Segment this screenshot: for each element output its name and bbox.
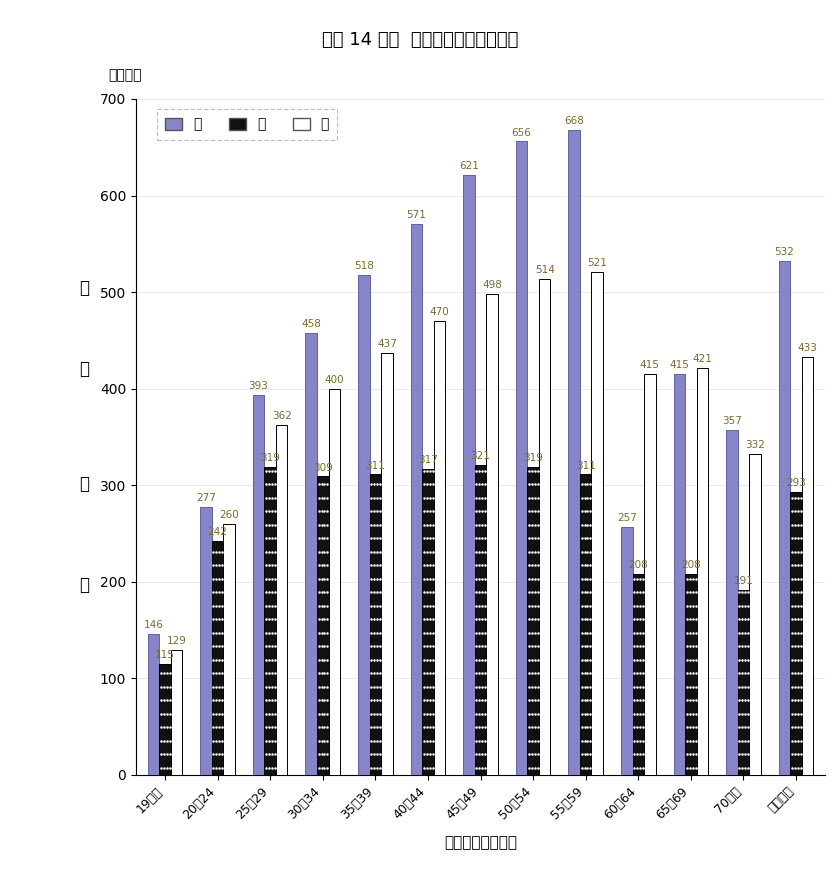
Legend: 男, 女, 計: 男, 女, 計 (157, 109, 338, 140)
Text: 656: 656 (512, 127, 532, 138)
Bar (159, 664, 171, 774)
Text: 433: 433 (798, 343, 817, 353)
Bar (738, 591, 749, 774)
Bar (370, 474, 381, 774)
Text: 平: 平 (79, 279, 89, 298)
Text: 293: 293 (786, 478, 806, 488)
Bar (306, 333, 317, 774)
Bar (358, 275, 370, 774)
Text: 415: 415 (669, 360, 690, 370)
Bar (486, 294, 498, 774)
Text: 362: 362 (272, 411, 291, 421)
Bar (148, 634, 159, 774)
Text: 621: 621 (459, 162, 479, 171)
Text: 317: 317 (418, 455, 438, 464)
Text: 208: 208 (681, 560, 701, 570)
Text: 470: 470 (429, 307, 449, 317)
Text: 498: 498 (482, 280, 502, 291)
Bar (633, 574, 644, 774)
Text: 518: 518 (354, 260, 374, 271)
Bar (411, 223, 423, 774)
Text: （第 14 図）  年齢階層別の平均給与: （第 14 図） 年齢階層別の平均給与 (322, 31, 518, 49)
Text: 357: 357 (722, 416, 742, 426)
Text: 332: 332 (745, 441, 765, 450)
Text: 309: 309 (312, 463, 333, 472)
Bar (790, 492, 802, 774)
Bar (463, 175, 475, 774)
X-axis label: 年　　齢　（歳）: 年 齢 （歳） (444, 835, 517, 850)
Text: 421: 421 (692, 354, 712, 365)
Text: 311: 311 (365, 461, 386, 471)
Text: 521: 521 (587, 258, 607, 268)
Text: 415: 415 (640, 360, 659, 370)
Bar (475, 464, 486, 774)
Text: 311: 311 (575, 461, 596, 471)
Text: 668: 668 (564, 116, 584, 126)
Bar (749, 454, 761, 774)
Bar (685, 574, 696, 774)
Bar (223, 524, 235, 774)
Text: 437: 437 (377, 339, 396, 349)
Bar (580, 474, 591, 774)
Text: 115: 115 (155, 650, 175, 660)
Bar (696, 368, 708, 774)
Text: 393: 393 (249, 381, 269, 391)
Text: 400: 400 (324, 374, 344, 385)
Bar (276, 426, 287, 774)
Text: 257: 257 (617, 513, 637, 523)
Bar (423, 469, 433, 774)
Text: 277: 277 (196, 494, 216, 503)
Bar (381, 353, 392, 774)
Text: 給: 給 (79, 475, 89, 493)
Bar (433, 321, 445, 774)
Bar (516, 141, 528, 774)
Bar (644, 374, 656, 774)
Text: 514: 514 (535, 265, 554, 275)
Bar (253, 396, 265, 774)
Bar (171, 650, 182, 774)
Bar (726, 430, 738, 774)
Bar (779, 261, 790, 774)
Text: 242: 242 (207, 527, 228, 537)
Text: 458: 458 (302, 319, 321, 328)
Bar (200, 508, 212, 774)
Bar (674, 374, 685, 774)
Text: 321: 321 (470, 451, 491, 461)
Bar (591, 272, 603, 774)
Bar (212, 541, 223, 774)
Text: 191: 191 (733, 577, 753, 586)
Text: 571: 571 (407, 209, 426, 220)
Bar (802, 357, 813, 774)
Text: 与: 与 (79, 577, 89, 594)
Bar (539, 278, 550, 774)
Bar (265, 467, 276, 774)
Bar (528, 467, 539, 774)
Text: 319: 319 (260, 453, 280, 463)
Text: 532: 532 (774, 247, 795, 257)
Bar (621, 526, 633, 774)
Text: 129: 129 (166, 637, 186, 646)
Text: 208: 208 (628, 560, 648, 570)
Text: 均: 均 (79, 360, 89, 378)
Text: 260: 260 (219, 509, 239, 520)
Bar (317, 477, 328, 774)
Text: （万円）: （万円） (108, 68, 142, 82)
Text: 146: 146 (144, 620, 163, 630)
Bar (328, 389, 340, 774)
Text: 319: 319 (523, 453, 543, 463)
Bar (569, 130, 580, 774)
